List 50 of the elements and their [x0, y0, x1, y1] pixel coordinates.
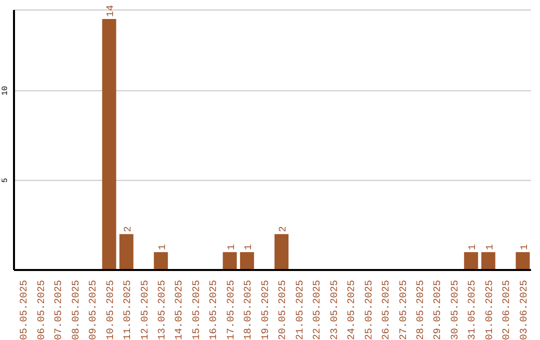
x-tick-label: 17.05.2025 [226, 280, 238, 340]
x-tick-label: 10.05.2025 [106, 280, 117, 340]
x-tick-label: 03.06.2025 [519, 280, 530, 340]
data-label: 1 [244, 244, 256, 250]
x-tick-label: 19.05.2025 [260, 280, 272, 340]
x-tick-label: 31.05.2025 [468, 280, 479, 340]
data-label: 1 [226, 244, 238, 250]
data-label: 1 [468, 244, 480, 250]
bar [222, 252, 237, 270]
x-tick-label: 07.05.2025 [54, 280, 66, 340]
x-tick-label: 25.05.2025 [364, 280, 376, 340]
data-label: 1 [520, 244, 531, 250]
y-tick-label: 10 [1, 86, 10, 96]
bar [464, 252, 478, 270]
x-tick-label: 12.05.2025 [140, 280, 152, 340]
x-tick-label: 06.05.2025 [36, 280, 48, 340]
bar [274, 234, 288, 270]
x-tick-label: 26.05.2025 [382, 280, 393, 340]
data-label: 1 [485, 244, 496, 250]
x-tick-label: 21.05.2025 [295, 280, 306, 340]
x-tick-label: 09.05.2025 [88, 280, 100, 340]
bar [102, 18, 116, 270]
data-label: 1 [158, 244, 169, 250]
x-tick-label: 24.05.2025 [347, 280, 358, 340]
x-tick-label: 23.05.2025 [330, 280, 341, 340]
x-tick-label: 13.05.2025 [157, 280, 168, 340]
x-tick-label: 08.05.2025 [71, 280, 82, 340]
bar [240, 252, 254, 270]
x-tick-label: 29.05.2025 [433, 280, 444, 340]
data-label: 2 [278, 226, 290, 232]
x-tick-label: 15.05.2025 [192, 280, 203, 340]
x-tick-label: 30.05.2025 [450, 280, 462, 340]
x-tick-label: 27.05.2025 [398, 280, 410, 340]
x-tick-label: 28.05.2025 [416, 280, 427, 340]
x-tick-label: 22.05.2025 [312, 280, 324, 340]
y-tick-label: 5 [1, 178, 10, 183]
x-tick-label: 01.06.2025 [484, 280, 496, 340]
x-tick-label: 14.05.2025 [174, 280, 186, 340]
x-tick-label: 11.05.2025 [123, 280, 134, 340]
bar [481, 252, 496, 270]
x-tick-label: 16.05.2025 [209, 280, 220, 340]
x-tick-label: 20.05.2025 [278, 280, 290, 340]
data-label: 2 [123, 226, 134, 232]
bar [119, 234, 134, 270]
x-tick-label: 02.06.2025 [502, 280, 514, 340]
x-tick-label: 05.05.2025 [20, 280, 31, 340]
x-tick-label: 18.05.2025 [244, 280, 255, 340]
data-label: 14 [106, 4, 118, 17]
bar [516, 252, 530, 270]
bar [154, 252, 168, 270]
